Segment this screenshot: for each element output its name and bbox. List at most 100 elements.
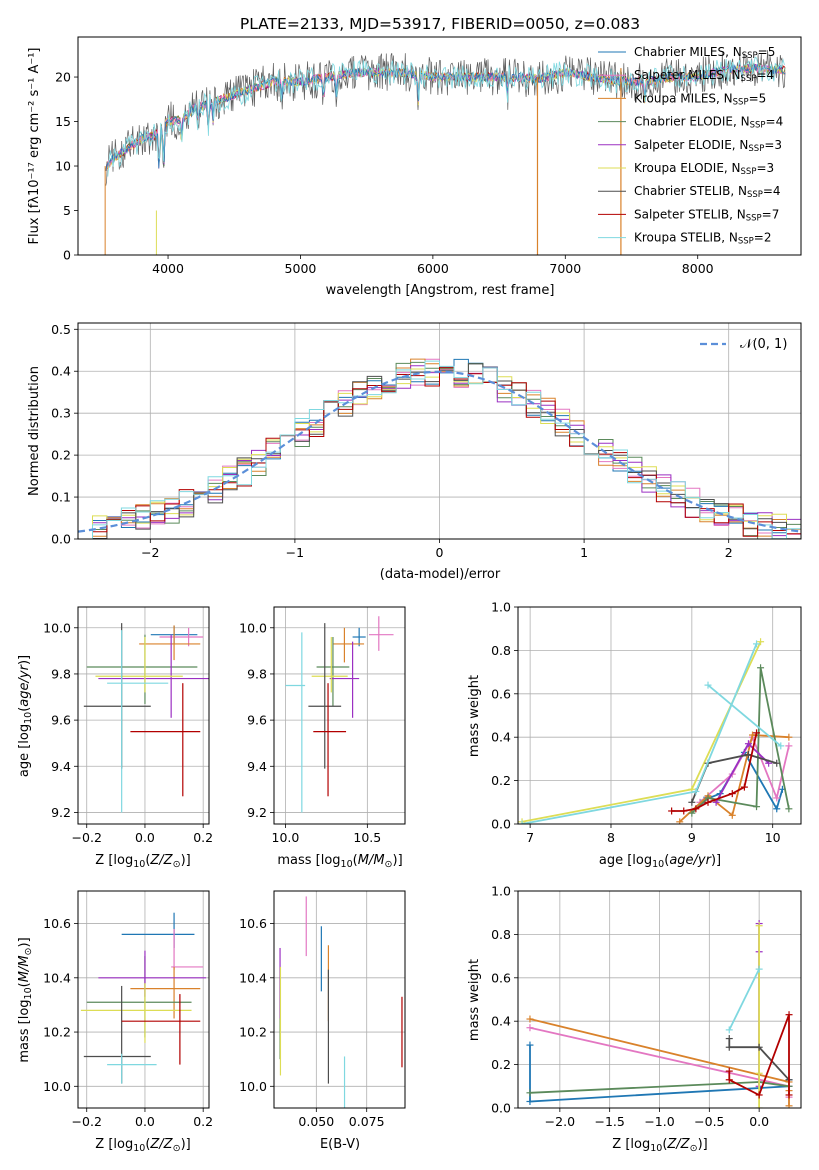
- y-tick-label: 9.2: [247, 805, 267, 820]
- y-tick-label: 10.0: [239, 1079, 267, 1094]
- x-tick-label: 2: [725, 545, 733, 560]
- x-tick-label: 0.075: [349, 1114, 385, 1129]
- plot-area: [83, 623, 209, 813]
- y-tick-label: 1.0: [491, 600, 511, 615]
- figure-title: PLATE=2133, MJD=53917, FIBERID=0050, z=0…: [240, 15, 640, 33]
- x-tick-label: −1.5: [594, 1114, 624, 1129]
- y-tick-label: 15: [55, 114, 71, 129]
- weight-series: [728, 1038, 790, 1081]
- y-axis-label: Flux [fλ10⁻¹⁷ erg cm⁻² s⁻¹ A⁻¹]: [27, 48, 42, 245]
- legend-entry: Chabrier MILES, NSSP=5: [634, 45, 775, 61]
- x-tick-label: 0.050: [298, 1114, 334, 1129]
- y-tick-label: 10.4: [239, 970, 267, 985]
- y-tick-label: 9.8: [247, 666, 267, 681]
- y-tick-label: 9.4: [247, 759, 267, 774]
- y-tick-label: 0.0: [491, 1101, 511, 1116]
- x-tick-label: 10.0: [272, 830, 300, 845]
- x-tick-label: −2: [141, 545, 159, 560]
- weight-series: [728, 968, 760, 1031]
- y-tick-label: 0.6: [491, 686, 511, 701]
- x-tick-label: 0.0: [135, 1114, 155, 1129]
- x-tick-label: 5000: [285, 261, 317, 276]
- legend-entry: Salpeter ELODIE, NSSP=3: [634, 138, 782, 154]
- x-axis-label: Z [log10(Z/Z⊙)]: [95, 853, 190, 870]
- series-line: [105, 64, 786, 171]
- panel-residuals: −2 −1 0 1 2 0.0 0.1 0.2 0.3 0.4 0.5 𝒩(0, 1) (data-mo…: [27, 322, 802, 582]
- x-tick-label: 7: [526, 830, 534, 845]
- legend-entry: 𝒩(0, 1): [740, 337, 787, 352]
- y-tick-label: 0.4: [491, 1014, 511, 1029]
- series-line: [107, 56, 785, 177]
- y-tick-label: 10.6: [43, 916, 71, 931]
- plot-area: [104, 50, 786, 255]
- y-axis-label: Normed distribution: [27, 366, 42, 496]
- x-tick-label: 0.2: [193, 830, 213, 845]
- y-tick-label: 0.8: [491, 643, 511, 658]
- y-tick-label: 0.8: [491, 927, 511, 942]
- y-tick-label: 10: [55, 159, 71, 174]
- axes-frame: [517, 606, 802, 825]
- y-axis-label: mass weight: [467, 675, 482, 757]
- legend-entry: Kroupa STELIB, NSSP=2: [634, 231, 772, 247]
- panel-age_vs_Z: −0.2 0.0 0.2 9.2 9.4 9.6 9.8 10.0 Z [log10(Z/Z⊙)…: [17, 606, 213, 870]
- y-tick-label: 0.2: [491, 773, 511, 788]
- axes-frame: [273, 890, 406, 1109]
- axes-frame: [77, 890, 210, 1109]
- panel-mass_vs_EBV: 0.050 0.075 10.0 10.2 10.4 10.6 E(B-V): [239, 890, 406, 1152]
- y-tick-label: 0.4: [51, 364, 71, 379]
- panel-age_vs_mass: 10.0 10.5 9.2 9.4 9.6 9.8 10.0 mass [log10(M/M⊙…: [239, 606, 406, 870]
- y-tick-label: 0.5: [51, 322, 71, 337]
- y-axis-label: mass [log10(M/M⊙)]: [17, 937, 34, 1062]
- x-tick-label: 6000: [417, 261, 449, 276]
- x-tick-label: −2.0: [545, 1114, 575, 1129]
- y-tick-label: 10.4: [43, 970, 71, 985]
- plot-area: [518, 638, 793, 824]
- x-tick-label: 0.0: [749, 1114, 769, 1129]
- y-tick-label: 20: [55, 70, 71, 85]
- panel-massweight_vs_Z: −2.0 −1.5 −1.0 −0.5 0.0 0.0 0.2 0.4 0.6 0.8 1.0 Z […: [467, 884, 802, 1154]
- weight-series: [707, 684, 782, 747]
- x-tick-label: −0.5: [694, 1114, 724, 1129]
- plot-area: [285, 616, 394, 813]
- panel-mass_vs_Z: −0.2 0.0 0.2 10.0 10.2 10.4 10.6 Z [log10(Z/Z⊙)…: [17, 890, 213, 1154]
- plot-area: [78, 358, 801, 539]
- y-tick-label: 1.0: [491, 884, 511, 899]
- weight-series: [521, 641, 762, 823]
- series-line: [105, 63, 786, 171]
- x-tick-label: 10.5: [353, 830, 381, 845]
- x-tick-label: 0.0: [135, 830, 155, 845]
- histogram-series: [78, 360, 801, 539]
- y-tick-label: 0.0: [491, 817, 511, 832]
- legend: Chabrier MILES, NSSP=5 Salpeter MILES, NS…: [598, 45, 783, 247]
- plot-area: [279, 896, 403, 1108]
- y-tick-label: 10.0: [43, 1079, 71, 1094]
- legend-entry: Salpeter STELIB, NSSP=7: [634, 207, 779, 223]
- legend-entry: Kroupa ELODIE, NSSP=3: [634, 161, 774, 177]
- plot-area: [80, 912, 207, 1084]
- x-tick-label: −0.2: [72, 1114, 102, 1129]
- x-axis-label: E(B-V): [320, 1137, 360, 1152]
- axes-frame: [77, 36, 802, 256]
- legend-entry: Chabrier ELODIE, NSSP=4: [634, 115, 783, 131]
- plot-area: [526, 920, 793, 1108]
- x-tick-label: 10: [765, 830, 781, 845]
- x-axis-label: Z [log10(Z/Z⊙)]: [95, 1137, 190, 1154]
- y-tick-label: 10.6: [239, 916, 267, 931]
- panel-spectrum: 4000 5000 6000 7000 8000 0 5 10 15 20 Chabrier MIL…: [27, 36, 802, 298]
- y-tick-label: 9.6: [51, 713, 71, 728]
- x-axis-label: mass [log10(M/M⊙)]: [277, 853, 402, 870]
- y-tick-label: 10.0: [43, 620, 71, 635]
- x-tick-label: 8000: [682, 261, 714, 276]
- x-tick-label: −1.0: [644, 1114, 674, 1129]
- x-tick-label: 1: [580, 545, 588, 560]
- y-tick-label: 10.2: [239, 1025, 267, 1040]
- x-tick-label: 9: [688, 830, 696, 845]
- y-axis-label: age [log10(age/yr)]: [17, 655, 34, 777]
- y-tick-label: 0: [63, 248, 71, 263]
- y-tick-label: 0.4: [491, 730, 511, 745]
- y-tick-label: 9.2: [51, 805, 71, 820]
- x-axis-label: age [log10(age/yr)]: [599, 853, 721, 870]
- x-tick-label: −0.2: [72, 830, 102, 845]
